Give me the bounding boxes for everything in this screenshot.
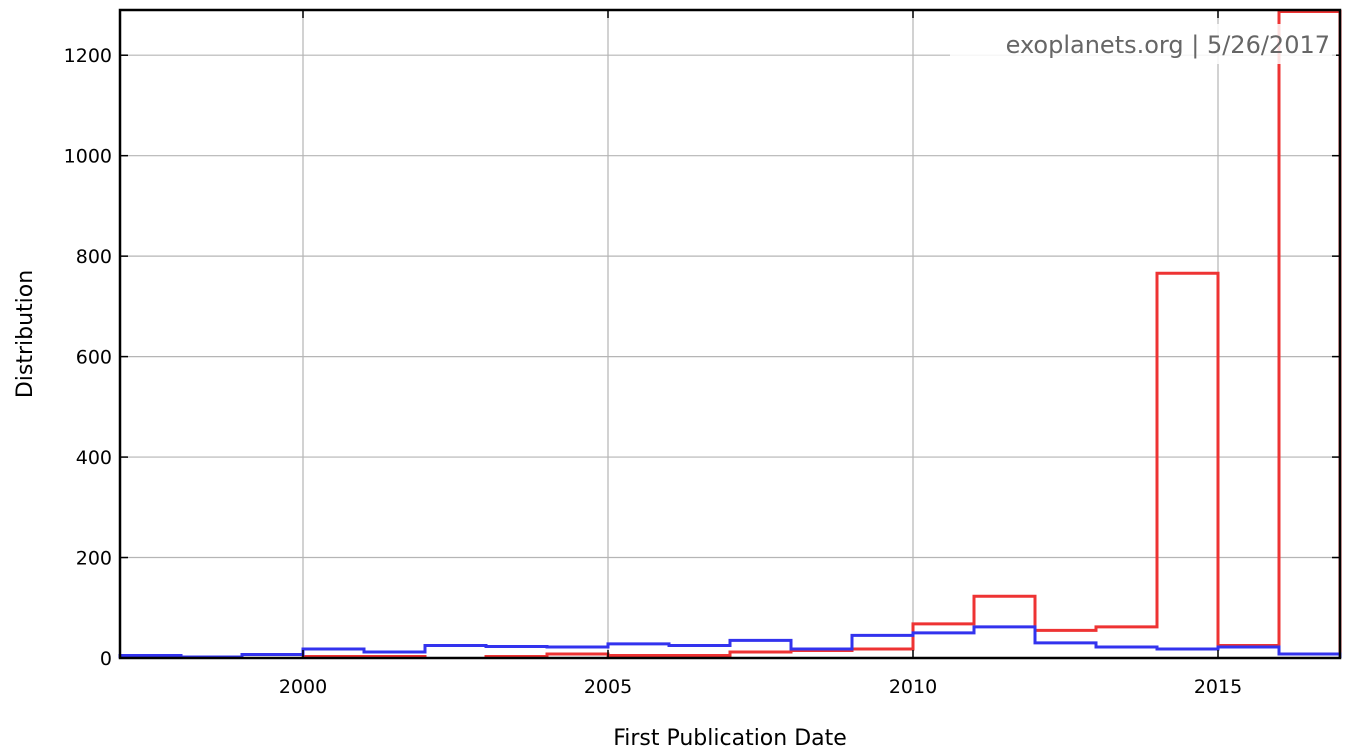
plot-frame [118, 8, 1342, 660]
y-tick-label: 400 [76, 447, 112, 469]
watermark-annotation: exoplanets.org | 5/26/2017 [1006, 31, 1330, 59]
x-tick-label: 2010 [889, 676, 937, 698]
y-tick-label: 800 [76, 246, 112, 268]
series-0-steps [301, 10, 1342, 658]
y-tick-label: 1200 [64, 45, 112, 67]
ticks: 2000 2005 2010 2015 0 200 400 600 800 1000 1200 [64, 10, 1340, 698]
y-tick-label: 1000 [64, 146, 112, 168]
y-tick-label: 200 [76, 548, 112, 570]
x-tick-label: 2005 [584, 676, 632, 698]
x-tick-label: 2000 [279, 676, 327, 698]
y-tick-label: 0 [100, 648, 112, 670]
y-tick-label: 600 [76, 347, 112, 369]
series-1-steps [118, 625, 1342, 659]
watermark-background [950, 24, 1336, 64]
x-axis-title: First Publication Date [613, 726, 847, 751]
x-tick-label: 2015 [1194, 676, 1242, 698]
y-axis-title: Distribution [13, 270, 38, 398]
